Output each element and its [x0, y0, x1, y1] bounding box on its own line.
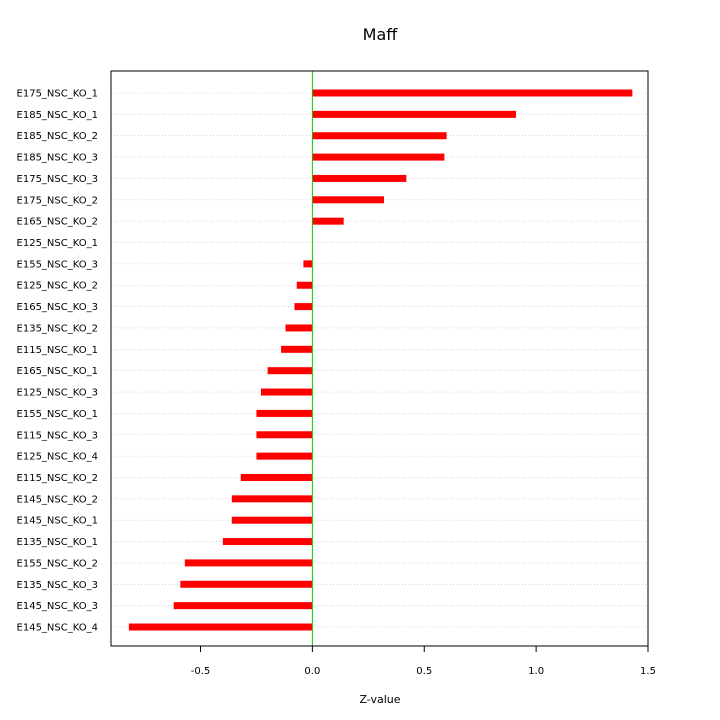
- category-label: E185_NSC_KO_1: [17, 110, 98, 121]
- category-label: E145_NSC_KO_1: [17, 516, 98, 527]
- category-label: E145_NSC_KO_4: [17, 623, 98, 634]
- category-labels: E175_NSC_KO_1 E185_NSC_KO_1 E185_NSC_KO_2 E…: [17, 89, 98, 634]
- category-label: E145_NSC_KO_2: [17, 494, 98, 505]
- bar: [256, 431, 313, 439]
- bar: [256, 452, 313, 460]
- category-label: E175_NSC_KO_3: [17, 174, 98, 185]
- category-label: E145_NSC_KO_3: [17, 601, 98, 612]
- x-tick-label: 0.5: [416, 666, 432, 677]
- x-tick-label: 1.5: [640, 666, 656, 677]
- category-label: E125_NSC_KO_4: [17, 452, 98, 463]
- category-label: E115_NSC_KO_2: [17, 473, 98, 484]
- bar: [180, 580, 313, 588]
- bar: [312, 217, 344, 225]
- x-tick-label: -0.5: [191, 666, 211, 677]
- x-tick-label: 1.0: [528, 666, 544, 677]
- category-label: E175_NSC_KO_1: [17, 89, 98, 100]
- grid-lines: [111, 92, 648, 628]
- bar: [281, 345, 313, 353]
- x-axis-title: Z-value: [359, 693, 400, 706]
- bar: [285, 324, 313, 332]
- bar: [312, 89, 633, 97]
- category-label: E175_NSC_KO_2: [17, 195, 98, 206]
- category-label: E165_NSC_KO_3: [17, 302, 98, 313]
- bar: [296, 281, 313, 289]
- bar: [267, 367, 313, 375]
- bar: [303, 260, 313, 268]
- bar: [260, 388, 313, 396]
- bar: [222, 538, 313, 546]
- bar: [231, 516, 313, 524]
- category-label: E155_NSC_KO_1: [17, 409, 98, 420]
- x-tick-label: 0.0: [304, 666, 320, 677]
- chart-title: Maff: [363, 25, 399, 44]
- category-label: E155_NSC_KO_2: [17, 558, 98, 569]
- bar: [312, 110, 516, 118]
- x-axis: -0.5 0.0 0.5 1.0 1.5: [191, 645, 656, 677]
- category-label: E115_NSC_KO_3: [17, 430, 98, 441]
- bar: [173, 602, 313, 610]
- bar: [231, 495, 313, 503]
- bar: [128, 623, 313, 631]
- category-label: E135_NSC_KO_2: [17, 323, 98, 334]
- bar: [312, 153, 445, 161]
- bar: [312, 132, 447, 140]
- category-label: E135_NSC_KO_3: [17, 580, 98, 591]
- category-label: E185_NSC_KO_2: [17, 131, 98, 142]
- bar: [294, 303, 313, 311]
- bar: [312, 174, 407, 182]
- category-label: E125_NSC_KO_2: [17, 281, 98, 292]
- category-label: E155_NSC_KO_3: [17, 259, 98, 270]
- bar: [312, 196, 384, 204]
- category-label: E115_NSC_KO_1: [17, 345, 98, 356]
- category-label: E135_NSC_KO_1: [17, 537, 98, 548]
- category-label: E185_NSC_KO_3: [17, 153, 98, 164]
- category-label: E165_NSC_KO_2: [17, 217, 98, 228]
- bar: [256, 409, 313, 417]
- category-label: E125_NSC_KO_3: [17, 388, 98, 399]
- bar: [184, 559, 313, 567]
- bars: [128, 89, 633, 631]
- category-label: E125_NSC_KO_1: [17, 238, 98, 249]
- category-label: E165_NSC_KO_1: [17, 366, 98, 377]
- bar: [240, 473, 313, 481]
